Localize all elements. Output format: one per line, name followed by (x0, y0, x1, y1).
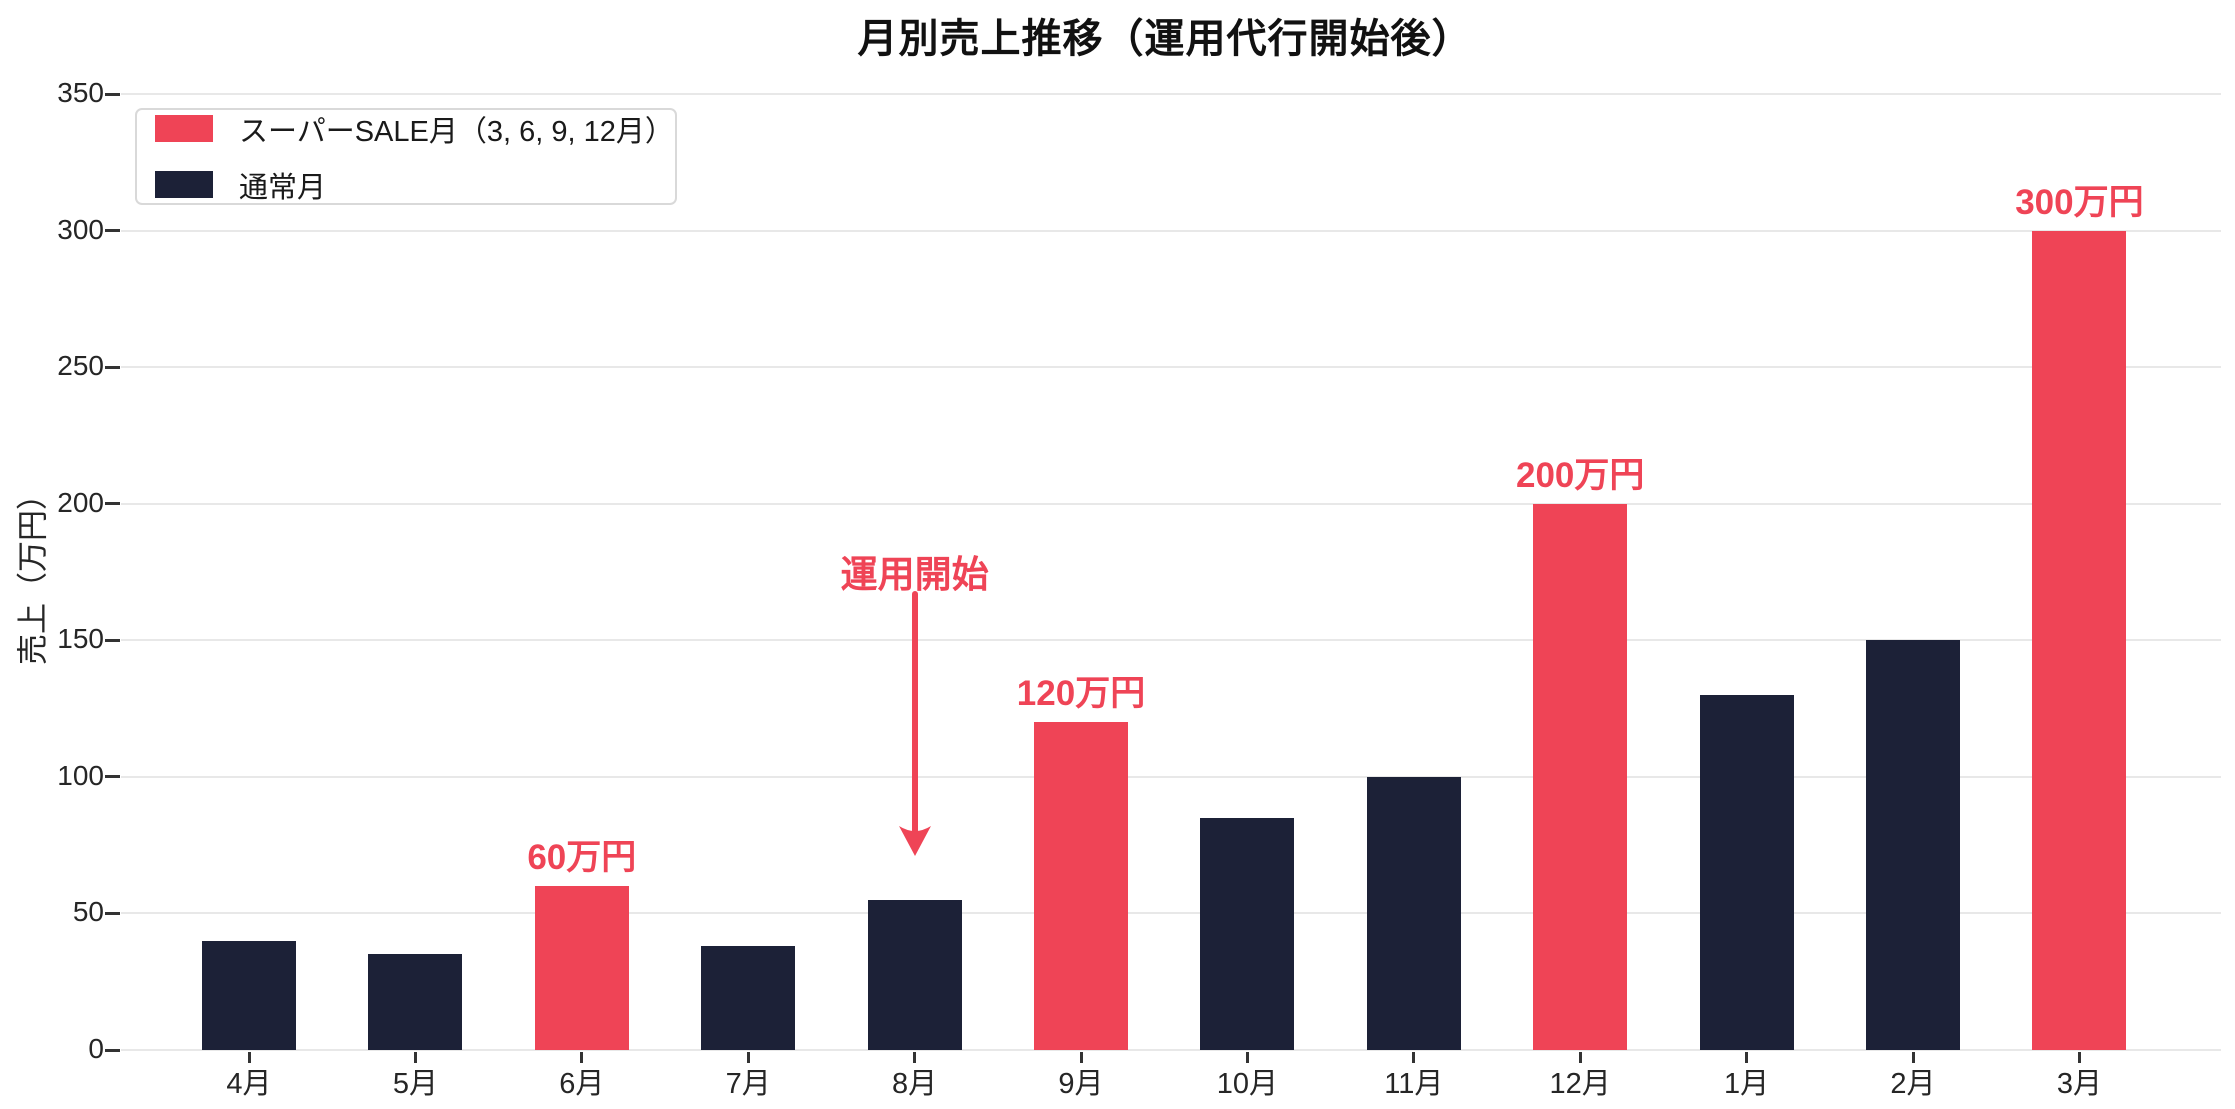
y-tick-label-100: 100 (57, 759, 104, 791)
x-tick-label-5月: 5月 (392, 1068, 438, 1100)
x-tick-label-1月: 1月 (1724, 1068, 1770, 1100)
bar-6月-sale (534, 886, 629, 1050)
x-tick-mark-9月 (1079, 1052, 1083, 1063)
legend-label-normal-month: 通常月 (239, 171, 327, 204)
y-tick-mark-100 (105, 775, 120, 779)
gridline-50 (121, 912, 2221, 915)
x-tick-mark-7月 (746, 1052, 750, 1063)
x-tick-label-3月: 3月 (2056, 1068, 2102, 1100)
operation-start-arrow-icon (898, 591, 931, 856)
bar-9月-sale (1034, 722, 1128, 1050)
bar-12月-sale (1533, 503, 1628, 1050)
bar-2月-normal (1866, 640, 1960, 1050)
legend-swatch-sale-month (155, 115, 213, 142)
bar-7月-normal (701, 946, 796, 1050)
bar-5月-normal (368, 954, 463, 1050)
y-tick-mark-250 (105, 365, 120, 369)
bar-11月-normal (1366, 776, 1461, 1050)
x-tick-label-2月: 2月 (1890, 1068, 1936, 1100)
y-tick-label-150: 150 (57, 623, 104, 655)
gridline-350 (121, 93, 2221, 95)
x-tick-label-4月: 4月 (226, 1068, 272, 1100)
x-tick-mark-10月 (1245, 1052, 1249, 1063)
value-annotation-6月: 60万円 (527, 838, 637, 878)
legend: スーパーSALE月（3, 6, 9, 12月） 通常月 (135, 108, 677, 205)
x-tick-mark-11月 (1412, 1052, 1416, 1063)
bar-1月-normal (1699, 694, 1794, 1050)
bar-3月-sale (2032, 230, 2127, 1050)
y-tick-label-50: 50 (72, 896, 104, 928)
y-tick-label-300: 300 (57, 213, 104, 245)
gridline-250 (121, 366, 2221, 369)
legend-label-sale-month: スーパーSALE月（3, 6, 9, 12月） (239, 115, 674, 148)
x-tick-label-6月: 6月 (559, 1068, 605, 1100)
x-tick-mark-1月 (1745, 1052, 1749, 1063)
x-tick-mark-8月 (913, 1052, 917, 1063)
y-tick-mark-0 (105, 1048, 120, 1052)
gridline-150 (121, 639, 2221, 642)
value-annotation-9月: 120万円 (1016, 674, 1146, 714)
value-annotation-12月: 200万円 (1515, 455, 1645, 495)
x-tick-mark-4月 (247, 1052, 251, 1063)
legend-item-normal-month: 通常月 (155, 164, 657, 206)
y-tick-mark-150 (105, 638, 120, 642)
x-tick-mark-3月 (2077, 1052, 2081, 1063)
x-tick-mark-6月 (580, 1052, 584, 1063)
x-tick-label-12月: 12月 (1549, 1068, 1611, 1100)
y-tick-label-200: 200 (57, 486, 104, 518)
y-tick-mark-300 (105, 229, 120, 233)
bar-4月-normal (202, 940, 296, 1050)
x-tick-mark-5月 (413, 1052, 417, 1063)
x-tick-label-11月: 11月 (1384, 1068, 1444, 1100)
gridline-0 (121, 1049, 2221, 1051)
x-tick-label-9月: 9月 (1058, 1068, 1104, 1100)
y-tick-mark-50 (105, 911, 120, 915)
x-tick-mark-12月 (1578, 1052, 1582, 1063)
gridline-300 (121, 229, 2221, 232)
value-annotation-3月: 300万円 (2015, 182, 2144, 222)
legend-item-sale-month: スーパーSALE月（3, 6, 9, 12月） (155, 108, 674, 150)
x-tick-label-8月: 8月 (892, 1068, 938, 1100)
y-tick-label-250: 250 (57, 350, 104, 382)
x-tick-mark-2月 (1911, 1052, 1915, 1063)
chart-title: 月別売上推移（運用代行開始後） (857, 17, 1473, 61)
bar-8月-normal (867, 899, 962, 1050)
y-tick-label-350: 350 (57, 77, 104, 108)
y-tick-mark-200 (105, 502, 120, 506)
x-tick-label-10月: 10月 (1216, 1068, 1279, 1100)
operation-start-annotation: 運用開始 (840, 554, 989, 595)
y-tick-label-0: 0 (88, 1033, 104, 1064)
x-tick-label-7月: 7月 (725, 1068, 771, 1100)
gridline-200 (121, 502, 2221, 505)
gridline-100 (121, 775, 2221, 778)
y-tick-mark-350 (105, 92, 120, 96)
bar-10月-normal (1200, 817, 1295, 1050)
legend-swatch-normal-month (155, 171, 213, 198)
